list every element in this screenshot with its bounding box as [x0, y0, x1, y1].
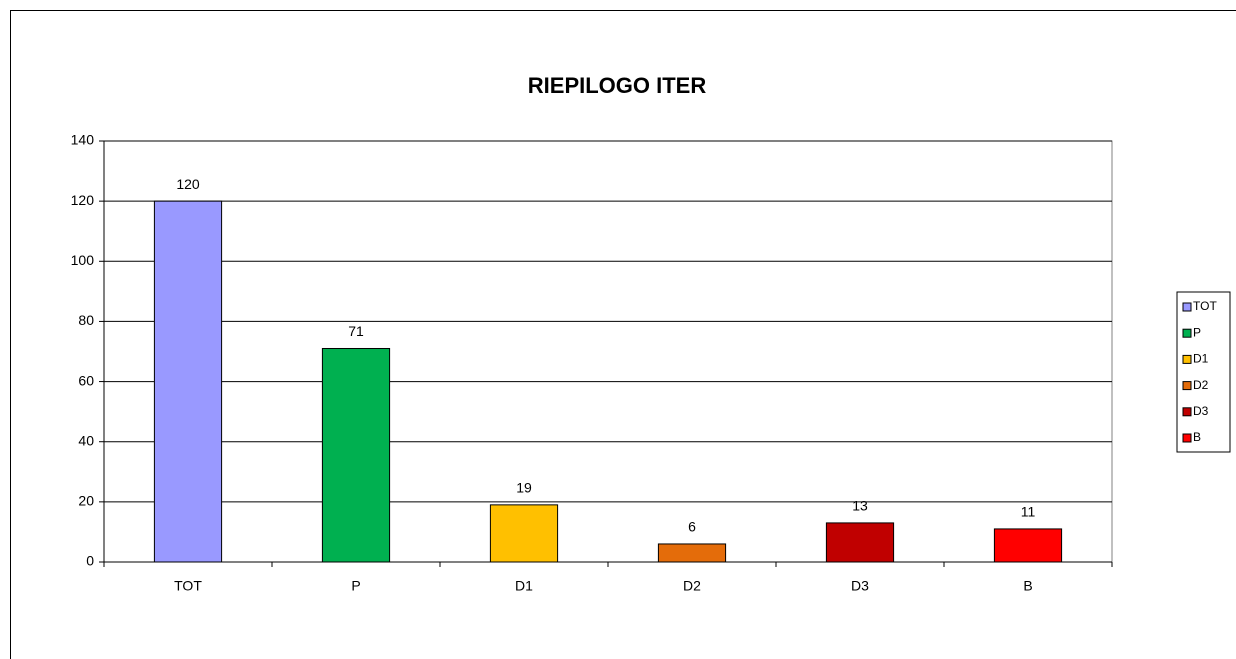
bar	[153, 200, 223, 563]
data-label: 71	[348, 323, 364, 339]
bar	[825, 522, 895, 563]
legend-label: P	[1193, 325, 1201, 339]
data-label: 13	[852, 498, 868, 514]
data-label: 6	[688, 519, 696, 535]
legend-label: TOT	[1193, 299, 1217, 313]
legend-swatch	[1182, 433, 1192, 443]
y-tick-label: 140	[71, 132, 95, 148]
legend-label: D2	[1193, 378, 1209, 392]
data-label: 19	[516, 480, 532, 496]
x-tick-label: D1	[515, 578, 533, 594]
x-tick-label: D3	[851, 578, 869, 594]
bar	[321, 347, 391, 563]
x-tick-label: B	[1023, 578, 1032, 594]
y-tick-label: 0	[86, 553, 94, 569]
y-tick-label: 60	[78, 372, 94, 388]
y-tick-label: 120	[71, 192, 95, 208]
x-tick-label: D2	[683, 578, 701, 594]
data-label: 11	[1021, 504, 1036, 520]
legend-label: D3	[1193, 404, 1209, 418]
bar	[489, 504, 559, 563]
legend-swatch	[1182, 354, 1192, 364]
legend-box	[1176, 291, 1231, 453]
y-tick-label: 80	[78, 312, 94, 328]
legend-label: B	[1193, 430, 1201, 444]
legend-swatch	[1182, 407, 1192, 417]
chart-title: RIEPILOGO ITER	[528, 73, 707, 98]
x-tick-label: P	[351, 578, 360, 594]
legend-swatch	[1182, 302, 1192, 312]
legend-label: D1	[1193, 352, 1209, 366]
data-label: 120	[176, 176, 200, 192]
y-tick-label: 40	[78, 432, 94, 448]
y-tick-label: 20	[78, 493, 94, 509]
legend-swatch	[1182, 328, 1192, 338]
plot-area	[103, 140, 1113, 563]
bar	[993, 528, 1063, 563]
bar	[657, 543, 727, 563]
legend-swatch	[1182, 381, 1192, 391]
x-tick-label: TOT	[174, 578, 202, 594]
y-tick-label: 100	[71, 252, 95, 268]
